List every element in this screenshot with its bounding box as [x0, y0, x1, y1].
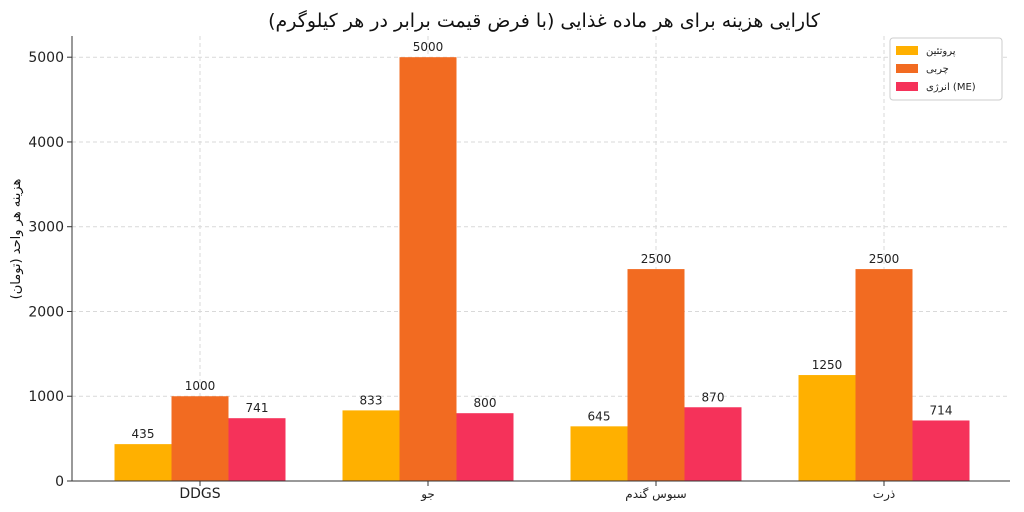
bar	[456, 413, 514, 481]
chart-title: کارایی هزینه برای هر ماده غذایی (با فرض …	[268, 9, 821, 32]
legend: پروتئین چربی انرژی (ME)	[889, 37, 1003, 101]
data-label: 5000	[413, 40, 444, 54]
y-tick-label: 1000	[28, 389, 64, 405]
x-tick-label: DDGS	[179, 486, 220, 502]
data-label: 833	[360, 393, 383, 407]
y-tick-label: 5000	[28, 50, 64, 66]
y-tick-label: 4000	[28, 135, 64, 151]
bar	[627, 269, 685, 481]
data-label: 1000	[185, 379, 216, 393]
bar	[114, 444, 172, 481]
axes-group	[67, 36, 1010, 486]
x-tick-label: ذرت	[873, 487, 895, 502]
data-label: 645	[588, 409, 611, 423]
legend-swatch	[896, 82, 918, 91]
data-label: 1250	[812, 358, 843, 372]
bar	[171, 396, 229, 481]
bar	[684, 407, 742, 481]
y-tick-labels: 0 1000 2000 3000 4000 5000	[28, 50, 64, 490]
data-label: 714	[930, 403, 953, 417]
legend-swatch	[896, 46, 918, 55]
data-labels-group: 435 833 645 1250 1000 5000 2500 2500 741 800 870 71…	[132, 40, 953, 441]
legend-label: انرژی (ME)	[926, 82, 976, 93]
data-label: 741	[246, 401, 269, 415]
y-tick-label: 2000	[28, 304, 64, 320]
x-tick-label: جو	[420, 487, 435, 502]
data-label: 870	[702, 390, 725, 404]
data-label: 2500	[869, 252, 900, 266]
data-label: 800	[474, 396, 497, 410]
legend-label: چربی	[926, 64, 949, 75]
y-axis-label: هزینه هر واحد (تومان)	[9, 179, 24, 300]
legend-label: پروتئین	[926, 46, 956, 57]
bar	[342, 410, 400, 481]
data-label: 435	[132, 427, 155, 441]
bar	[912, 420, 970, 481]
bars-group	[114, 57, 970, 481]
legend-swatch	[896, 64, 918, 73]
bar	[228, 418, 286, 481]
bar	[855, 269, 913, 481]
y-tick-label: 0	[55, 474, 64, 490]
x-tick-labels: DDGS جو سبوس گندم ذرت	[179, 486, 895, 502]
bar	[798, 375, 856, 481]
bar	[399, 57, 457, 481]
data-label: 2500	[641, 252, 672, 266]
x-tick-label: سبوس گندم	[625, 487, 686, 502]
y-tick-label: 3000	[28, 220, 64, 236]
bar	[570, 426, 628, 481]
